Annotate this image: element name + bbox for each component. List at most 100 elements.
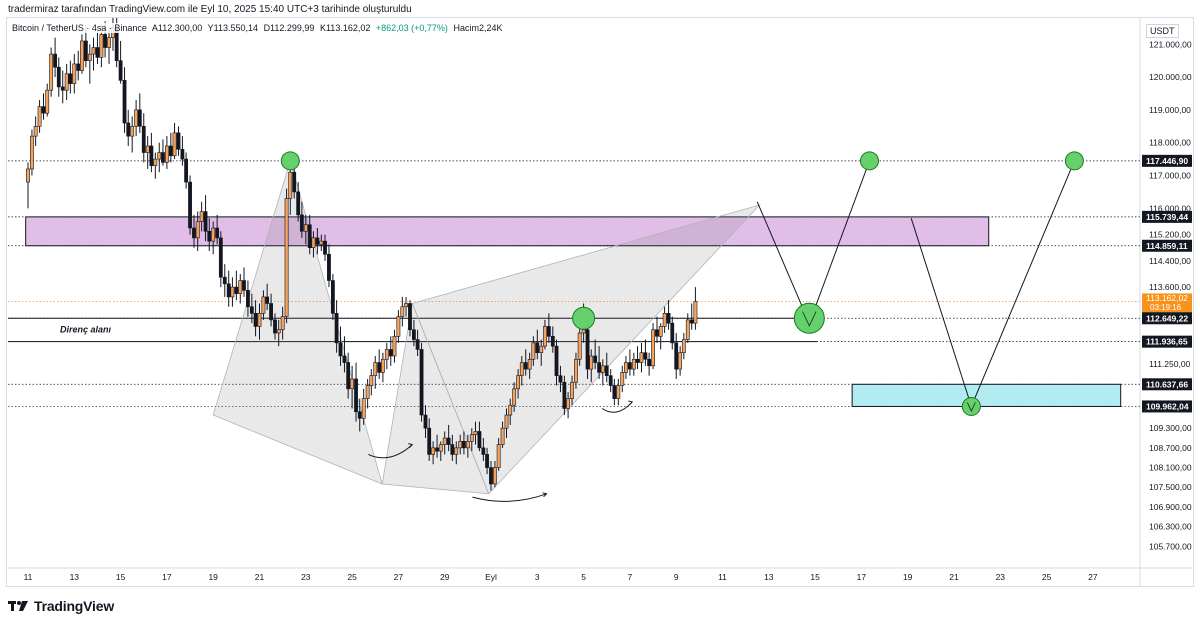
candle-body <box>392 335 397 357</box>
support-zone-cyan[interactable] <box>851 383 1122 407</box>
candle-body <box>419 349 424 416</box>
legend-close: K113.162,02 <box>319 23 371 33</box>
y-tick-label: 106.300,00 <box>1149 522 1192 532</box>
chart-frame <box>6 17 1194 587</box>
curve-arrowhead-2 <box>628 400 634 406</box>
x-tick-label: 25 <box>1042 572 1052 582</box>
candle-body <box>195 221 200 239</box>
target-marker-0[interactable] <box>280 151 300 171</box>
candle-body <box>299 214 304 232</box>
x-tick-label: 17 <box>162 572 172 582</box>
curve-arrow-0[interactable] <box>368 444 413 459</box>
price-tag <box>1142 335 1192 348</box>
target-marker-1[interactable] <box>572 306 596 330</box>
target-marker-3[interactable] <box>860 151 880 171</box>
attribution-text: tradermiraz tarafından TradingView.com i… <box>8 4 412 15</box>
candle-body <box>658 326 663 337</box>
candle-body <box>161 152 165 163</box>
candle-body <box>554 345 559 376</box>
price-tag-label: 117.446,90 <box>1146 156 1188 166</box>
x-tick-label: 15 <box>116 572 126 582</box>
candle-body <box>361 398 366 419</box>
x-tick-label: 21 <box>255 572 265 582</box>
candle-body <box>512 388 517 406</box>
candle-body <box>269 303 273 321</box>
candle-body <box>350 378 355 390</box>
candle-body <box>624 362 628 373</box>
candle-body <box>523 362 528 370</box>
candle-body <box>249 306 254 314</box>
candle-body <box>689 319 694 324</box>
y-tick-label: 111.250,00 <box>1149 359 1191 369</box>
candle-body <box>681 339 686 354</box>
candle-body <box>550 335 555 347</box>
price-tag <box>1142 312 1192 325</box>
candle-body <box>307 224 312 249</box>
candle-body <box>400 306 405 317</box>
candle-body <box>95 47 100 58</box>
candle-body <box>666 313 671 324</box>
candle-body <box>334 313 339 344</box>
candle-body <box>450 444 455 455</box>
candle-body <box>315 237 320 245</box>
candle-body <box>674 342 679 370</box>
candle-body <box>215 227 220 239</box>
candle-body <box>184 158 189 183</box>
candle-body <box>168 145 173 157</box>
candle-body <box>485 454 489 468</box>
candle-body <box>141 125 146 153</box>
candle-body <box>357 411 362 419</box>
candle-body <box>373 362 378 376</box>
candle-body <box>693 301 698 324</box>
candle-body <box>346 362 351 390</box>
x-tick-label: 19 <box>903 572 913 582</box>
candle-body <box>562 381 567 409</box>
candle-body <box>678 352 683 370</box>
candle-body <box>616 385 621 399</box>
y-tick-label: 115.200,00 <box>1149 230 1191 240</box>
candle-body <box>380 358 385 373</box>
candle-body <box>222 276 227 285</box>
candle-body <box>37 106 42 127</box>
candle-body <box>469 434 474 442</box>
candle-body <box>438 444 443 452</box>
curve-arrow-2[interactable] <box>601 401 633 413</box>
candle-body <box>489 467 493 485</box>
candle-body <box>60 86 65 91</box>
x-tick-label: 13 <box>764 572 774 582</box>
price-tag <box>1142 239 1192 252</box>
resistance-zone-purple[interactable] <box>25 216 990 247</box>
candle-body <box>226 283 231 298</box>
target-marker-4[interactable] <box>961 396 981 416</box>
x-tick-label: 15 <box>810 572 820 582</box>
candle-body <box>643 352 648 360</box>
y-tick-label: 106.900,00 <box>1149 502 1192 512</box>
curve-arrow-1[interactable] <box>472 493 547 502</box>
target-marker-2[interactable] <box>793 302 825 334</box>
projection-path-1[interactable] <box>910 160 1075 408</box>
candle-body <box>655 329 659 337</box>
candle-body <box>83 40 88 61</box>
candle-body <box>396 316 401 337</box>
price-tag <box>1142 154 1192 167</box>
current-price-tag <box>1142 293 1192 313</box>
candle-body <box>49 53 54 91</box>
y-tick-label: 121.000,00 <box>1149 39 1192 49</box>
footer-branding: TradingView <box>8 598 114 614</box>
candle-body <box>639 352 644 363</box>
candle-body <box>149 145 154 166</box>
target-marker-5[interactable] <box>1064 151 1084 171</box>
candle-body <box>412 329 416 340</box>
candle-body <box>581 329 586 334</box>
currency-unit-label[interactable]: USDT <box>1146 24 1179 38</box>
y-tick-label: 117.000,00 <box>1149 171 1191 181</box>
candle-body <box>303 224 308 232</box>
candle-body <box>311 237 316 249</box>
candle-body <box>330 280 335 314</box>
y-tick-label: 105.700,00 <box>1149 541 1192 551</box>
legend-symbol[interactable]: Bitcoin / TetherUS · 4sa · Binance <box>12 23 147 33</box>
candle-body <box>211 227 216 242</box>
candle-body <box>176 132 181 150</box>
candle-body <box>276 329 281 334</box>
